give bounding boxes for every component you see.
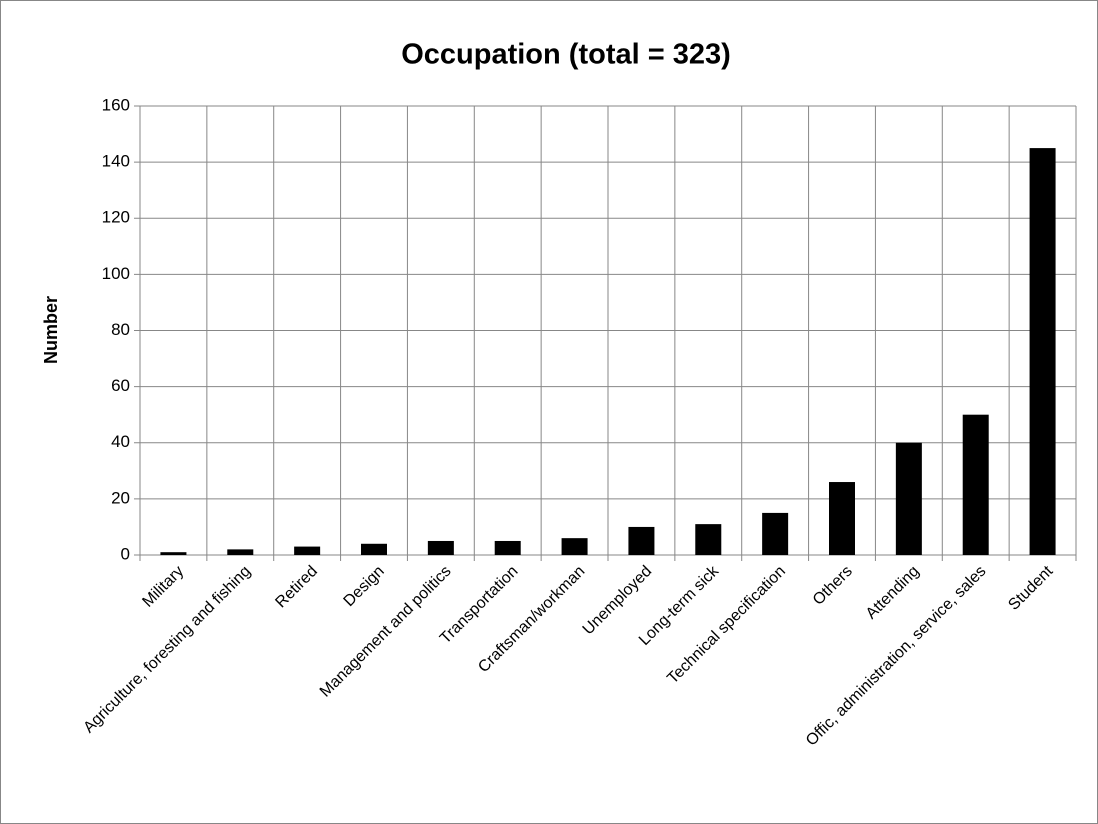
y-tick-label: 60: [111, 376, 130, 395]
bar: [160, 552, 187, 555]
bar: [895, 442, 922, 555]
y-tick-label: 160: [102, 95, 130, 114]
y-tick-label: 40: [111, 432, 130, 451]
bar: [829, 482, 855, 555]
bar: [294, 546, 321, 555]
bar: [695, 524, 722, 555]
bar: [762, 512, 789, 555]
y-tick-label: 100: [102, 264, 130, 283]
bar: [1029, 148, 1056, 555]
bar: [494, 540, 521, 555]
bar: [427, 540, 454, 555]
bar: [561, 538, 588, 555]
bar: [361, 543, 387, 555]
y-tick-label: 80: [111, 320, 130, 339]
chart-title: Occupation (total = 323): [401, 39, 731, 71]
bar: [962, 414, 989, 555]
y-tick-label: 20: [111, 488, 130, 507]
y-tick-label: 120: [102, 208, 130, 227]
y-tick-label: 140: [102, 152, 130, 171]
y-axis-label: Number: [41, 296, 61, 364]
bar: [227, 549, 254, 555]
bar: [628, 526, 655, 555]
y-tick-label: 0: [121, 544, 130, 563]
